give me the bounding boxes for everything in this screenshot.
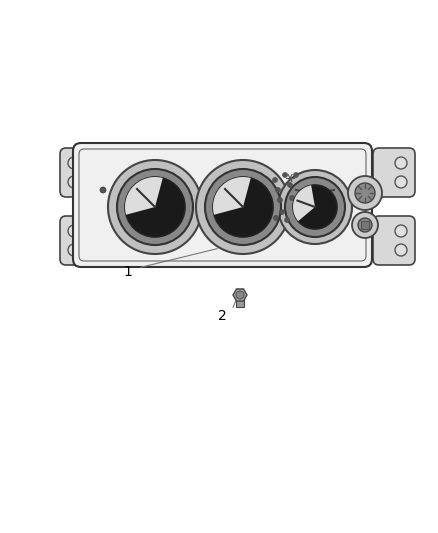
Bar xyxy=(361,221,369,229)
Circle shape xyxy=(108,160,202,254)
FancyBboxPatch shape xyxy=(73,143,372,267)
Polygon shape xyxy=(125,177,163,215)
Circle shape xyxy=(287,182,293,188)
Circle shape xyxy=(293,205,297,209)
Circle shape xyxy=(272,177,278,182)
FancyBboxPatch shape xyxy=(60,148,102,197)
Polygon shape xyxy=(213,177,251,215)
Circle shape xyxy=(283,173,287,177)
Circle shape xyxy=(290,196,294,200)
Circle shape xyxy=(348,176,382,210)
Circle shape xyxy=(395,244,407,256)
Circle shape xyxy=(213,177,273,237)
Circle shape xyxy=(293,173,299,177)
Circle shape xyxy=(68,176,80,188)
Circle shape xyxy=(117,169,193,245)
Circle shape xyxy=(196,160,290,254)
Text: 2: 2 xyxy=(218,309,226,323)
Circle shape xyxy=(68,244,80,256)
Circle shape xyxy=(125,177,185,237)
FancyBboxPatch shape xyxy=(373,216,415,265)
Polygon shape xyxy=(293,185,315,221)
Circle shape xyxy=(205,169,281,245)
Circle shape xyxy=(68,225,80,237)
Circle shape xyxy=(276,188,280,192)
Text: 1: 1 xyxy=(124,265,132,279)
Circle shape xyxy=(358,218,372,232)
Circle shape xyxy=(68,157,80,169)
Circle shape xyxy=(395,157,407,169)
Circle shape xyxy=(285,217,290,222)
Circle shape xyxy=(279,209,285,214)
Circle shape xyxy=(293,185,337,229)
Circle shape xyxy=(273,215,279,221)
Circle shape xyxy=(236,291,244,299)
FancyBboxPatch shape xyxy=(60,216,102,265)
Polygon shape xyxy=(233,289,247,301)
FancyBboxPatch shape xyxy=(373,148,415,197)
Circle shape xyxy=(278,170,352,244)
Circle shape xyxy=(285,177,345,237)
Circle shape xyxy=(278,198,283,203)
Circle shape xyxy=(395,225,407,237)
Circle shape xyxy=(100,187,106,193)
Bar xyxy=(236,297,244,307)
Circle shape xyxy=(355,183,375,203)
Circle shape xyxy=(395,176,407,188)
Circle shape xyxy=(352,212,378,238)
